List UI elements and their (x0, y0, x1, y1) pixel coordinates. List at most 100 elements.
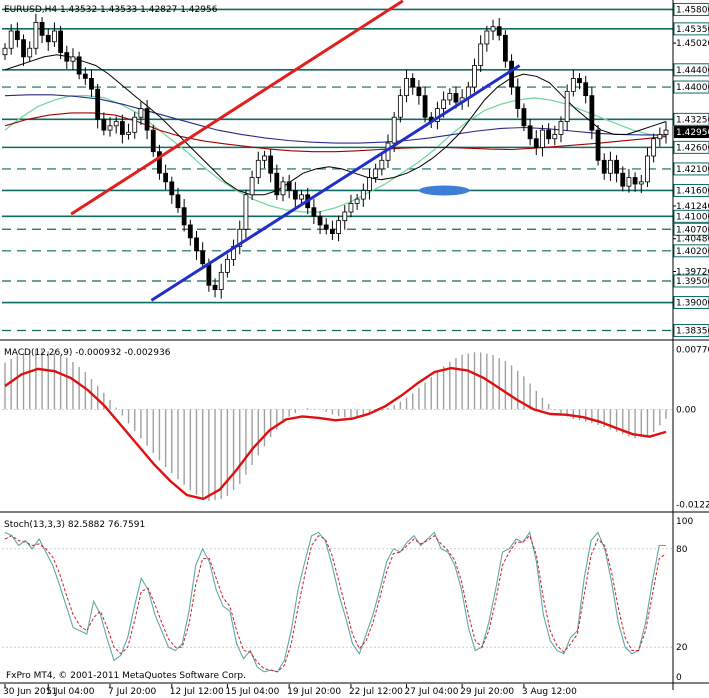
candle-body (268, 155, 274, 174)
macd-panel-title: MACD(12,26,9) -0.000932 -0.002936 (4, 348, 171, 358)
candle-body (82, 73, 88, 79)
highlight-ellipse (418, 185, 470, 196)
price-label-box (673, 296, 709, 310)
candle-body (243, 194, 249, 230)
time-axis-label: 22 Jul 12:00 (349, 687, 403, 697)
candle-body (336, 220, 341, 234)
candle-body (194, 237, 199, 252)
blue-trend-channel (150, 64, 521, 302)
candle-body (157, 151, 162, 174)
main-price-panel[interactable]: 1.45800 1.45350 1.45020 1.44400 1.44000 1.432… (2, 0, 709, 338)
candle-body (527, 125, 533, 140)
candle-body (113, 121, 119, 127)
candle-body (299, 194, 304, 200)
candle-body (626, 177, 632, 187)
candle-body (255, 159, 261, 178)
macd-axis-label: 0.007707 (676, 345, 709, 355)
candle-body (416, 86, 422, 97)
price-axis-label: 1.41000 (676, 212, 709, 222)
price-axis-label: 1.42600 (676, 143, 709, 153)
candle-body (601, 159, 607, 174)
candle-body (101, 118, 107, 131)
price-label-box (673, 324, 709, 338)
candle-body (638, 181, 644, 185)
price-axis-label: 1.44000 (676, 83, 709, 93)
price-label-box (673, 63, 709, 77)
moving-average-black (4, 54, 667, 196)
macd-axis-label: -0.012228 (676, 500, 709, 510)
candle-body (52, 30, 57, 43)
candle-body (496, 26, 502, 36)
price-axis-label: 1.41240 (676, 202, 709, 212)
candle-body (472, 65, 477, 88)
macd-axis-label: 0.00 (676, 405, 696, 415)
price-label-box (673, 209, 709, 223)
candle-body (422, 95, 428, 118)
candle-body (540, 129, 545, 148)
candle-body (224, 259, 230, 273)
candle-body (212, 284, 218, 290)
candle-body (360, 190, 366, 200)
candle-body (330, 228, 335, 234)
price-label-box (673, 2, 709, 16)
price-axis-label: 1.39500 (676, 277, 709, 287)
macd-panel[interactable]: 0.007707 0.00 -0.012228 (2, 345, 709, 510)
candle-body (453, 93, 459, 103)
candle-body (657, 134, 663, 140)
candle-body (354, 198, 360, 204)
stochastic-panel[interactable]: 100 80 20 0 (2, 517, 693, 683)
candle-body (404, 78, 409, 97)
candle-body (342, 211, 348, 222)
candle-body (144, 108, 150, 131)
candle-body (379, 159, 385, 170)
stoch-panel-title: Stoch(13,3,3) 82.5882 76.7591 (4, 520, 145, 530)
candle-body (126, 131, 131, 135)
macd-signal-line (4, 366, 667, 501)
stoch-main-line (4, 531, 666, 673)
candle-body (119, 121, 125, 135)
price-axis-label: 1.39000 (676, 299, 709, 309)
price-label-box (673, 80, 709, 94)
candle-body (175, 194, 181, 209)
candle-body (348, 202, 354, 213)
candle-body (206, 263, 212, 286)
candle-body (323, 224, 329, 230)
candle-body (509, 60, 514, 88)
candle-body (589, 95, 595, 131)
candle-body (27, 47, 33, 58)
price-label-box (673, 22, 709, 36)
price-axis-label: 1.45020 (676, 39, 709, 49)
moving-average-red (4, 112, 667, 153)
price-label-box (673, 222, 709, 236)
candle-body (391, 116, 397, 144)
candle-body (8, 30, 14, 49)
candle-body (76, 56, 82, 75)
candle-body (280, 181, 286, 196)
time-axis-label: 29 Jul 20:00 (460, 687, 514, 697)
candle-body (70, 56, 76, 62)
candle-body (21, 39, 26, 58)
candle-body (138, 108, 144, 118)
candle-body (218, 271, 224, 290)
time-axis-label: 5 Jul 04:00 (46, 687, 95, 697)
candle-body (521, 108, 527, 127)
price-axis-label: 1.45350 (676, 25, 709, 35)
price-axis-label: 1.40480 (676, 235, 709, 245)
price-axis-label: 1.43250 (676, 115, 709, 125)
price-label-box (673, 274, 709, 288)
time-axis-label: 15 Jul 04:00 (225, 687, 279, 697)
price-axis-label: 1.40200 (676, 247, 709, 257)
candle-body (490, 26, 496, 32)
candle-body (410, 78, 416, 88)
candle-body (614, 159, 619, 174)
price-label-box (673, 162, 709, 176)
red-trend-channel (70, 0, 404, 216)
candle-body (577, 78, 582, 84)
candle-body (367, 177, 372, 191)
price-axis-label: 1.39720 (676, 267, 709, 277)
candle-body (663, 129, 669, 135)
price-label-box (673, 183, 709, 197)
candle-body (533, 138, 539, 148)
candle-body (447, 93, 453, 101)
